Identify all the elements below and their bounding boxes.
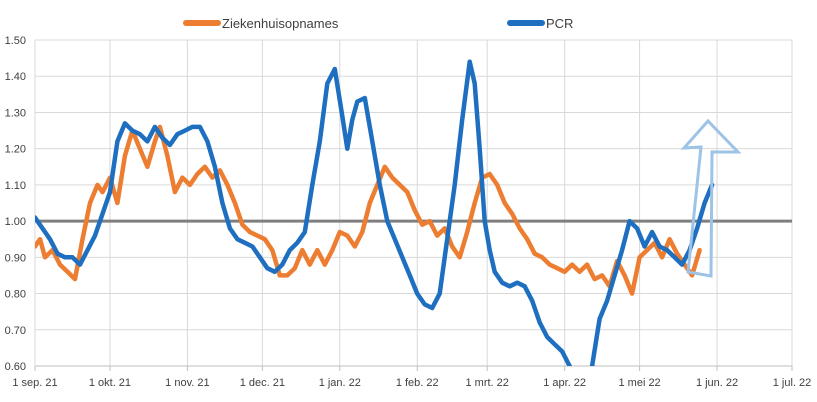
y-tick-label: 0.60 (5, 361, 26, 373)
series-line-pcr (35, 59, 715, 366)
x-tick-label: 1 okt. 21 (89, 377, 131, 389)
legend: Ziekenhuisopnames PCR (183, 16, 573, 31)
x-tick-label: 1 nov. 21 (165, 377, 209, 389)
x-tick-label: 1 jul. 22 (773, 377, 812, 389)
x-tick-label: 1 dec. 21 (240, 377, 285, 389)
y-tick-label: 0.80 (5, 289, 26, 301)
legend-label: PCR (546, 16, 573, 31)
x-tick-label: 1 mei 22 (618, 377, 660, 389)
x-axis-ticks: 1 sep. 21 1 okt. 21 1 nov. 21 1 dec. 21 1 ja… (12, 377, 811, 389)
y-tick-label: 1.30 (5, 107, 26, 119)
annotation-arrow (680, 118, 742, 278)
series-lines (35, 59, 715, 366)
x-tick-label: 1 mrt. 22 (465, 377, 508, 389)
x-tick-label: 1 jun. 22 (696, 377, 738, 389)
arrow-up-annotation (680, 118, 742, 278)
x-tick-label: 1 apr. 22 (543, 377, 586, 389)
x-tick-label: 1 sep. 21 (12, 377, 57, 389)
y-tick-label: 0.70 (5, 325, 26, 337)
y-tick-label: 1.20 (5, 144, 26, 156)
y-tick-label: 1.10 (5, 180, 26, 192)
y-axis-ticks: 0.60 0.70 0.80 0.90 1.00 1.10 1.20 1.30 1.40 1.50 (5, 35, 26, 373)
y-tick-label: 1.00 (5, 216, 26, 228)
y-tick-label: 1.40 (5, 71, 26, 83)
gridlines (34, 39, 793, 371)
y-tick-label: 0.90 (5, 252, 26, 264)
x-tick-label: 1 jan. 22 (319, 377, 361, 389)
series-line-ziekenhuisopnames (35, 124, 702, 296)
x-tick-label: 1 feb. 22 (396, 377, 439, 389)
legend-label: Ziekenhuisopnames (222, 16, 339, 31)
y-tick-label: 1.50 (5, 35, 26, 47)
